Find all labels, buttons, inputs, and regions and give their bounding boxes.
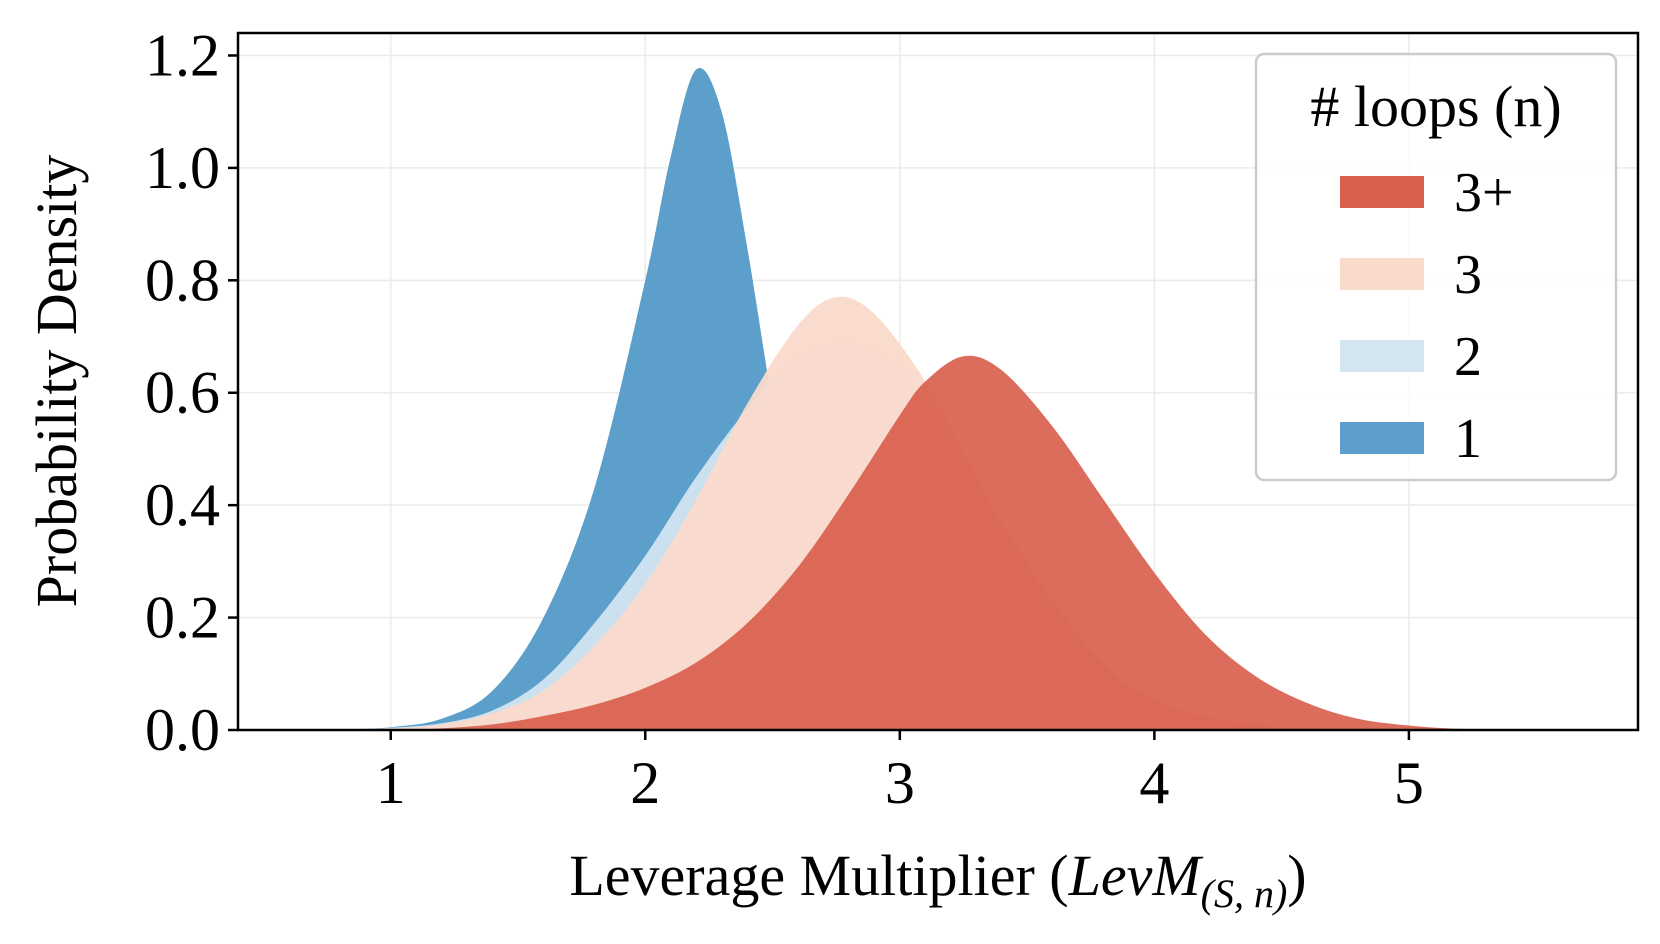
x-tick-label-2: 3 xyxy=(885,750,915,816)
legend-swatch-3 xyxy=(1340,422,1424,454)
legend-swatch-1 xyxy=(1340,258,1424,290)
x-tick-label-0: 1 xyxy=(376,750,406,816)
y-tick-label-1: 0.2 xyxy=(145,585,220,651)
x-axis-title-subscript: (S, n) xyxy=(1201,871,1288,916)
x-tick-label-1: 2 xyxy=(630,750,660,816)
y-tick-label-3: 0.6 xyxy=(145,360,220,426)
legend-swatch-2 xyxy=(1340,340,1424,372)
y-tick-label-4: 0.8 xyxy=(145,247,220,313)
y-tick-label-2: 0.4 xyxy=(145,472,220,538)
y-tick-label-5: 1.0 xyxy=(145,135,220,201)
density-area-n-1 xyxy=(339,67,1002,730)
y-axis-title: Probability Density xyxy=(24,155,89,608)
legend-label-1: 3 xyxy=(1454,244,1482,306)
legend-box xyxy=(1254,52,1618,482)
legend-label-3: 1 xyxy=(1454,408,1482,470)
legend-title: # loops (n) xyxy=(1310,74,1561,139)
x-axis-title-variable: LevM xyxy=(1068,843,1204,908)
x-tick-label-3: 4 xyxy=(1139,750,1169,816)
plot-frame xyxy=(236,31,1640,732)
density-area-n-3plus xyxy=(390,355,1537,730)
legend-label-2: 2 xyxy=(1454,326,1482,388)
legend-entries: 3+ 3 2 1 xyxy=(1340,162,1514,470)
legend: # loops (n) 3+ 3 2 1 xyxy=(1254,52,1618,482)
legend-label-0: 3+ xyxy=(1454,162,1514,224)
y-tick-label-0: 0.0 xyxy=(145,697,220,763)
x-axis-ticks: 1 2 3 4 5 xyxy=(376,730,1424,816)
y-axis-ticks: 0.0 0.2 0.4 0.6 0.8 1.0 1.2 xyxy=(145,22,238,763)
x-tick-label-4: 5 xyxy=(1394,750,1424,816)
x-axis-title-prefix: Leverage Multiplier ( xyxy=(569,843,1068,908)
density-areas xyxy=(339,67,1537,730)
x-axis-title-suffix: ) xyxy=(1287,843,1306,908)
legend-swatch-0 xyxy=(1340,176,1424,208)
y-tick-label-6: 1.2 xyxy=(145,22,220,88)
x-axis-title: Leverage Multiplier (LevM(S, n)) xyxy=(569,843,1306,916)
